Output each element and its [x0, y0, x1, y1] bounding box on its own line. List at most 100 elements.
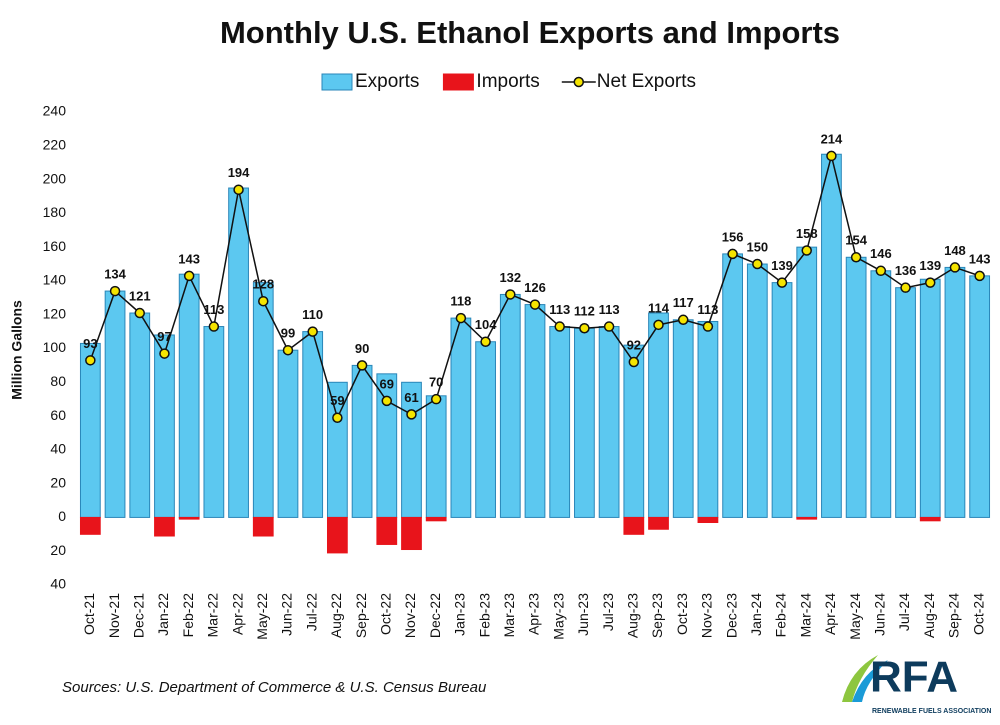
marker [702, 321, 714, 332]
x-tick-label: Mar-23 [501, 593, 517, 638]
marker [85, 355, 96, 366]
marker [924, 277, 936, 288]
y-tick-label: 20 [50, 474, 66, 490]
bar [178, 516, 200, 520]
bar [697, 320, 719, 518]
data-label: 70 [429, 375, 443, 390]
x-tick-label: Oct-21 [81, 593, 97, 635]
bar [252, 516, 274, 537]
source-note: Sources: U.S. Department of Commerce & U… [62, 679, 487, 696]
bar [821, 153, 842, 518]
data-label: 112 [574, 304, 595, 319]
logo-leaf [842, 655, 878, 702]
legend-swatch [573, 76, 585, 88]
y-tick-label: 160 [43, 238, 67, 254]
y-axis-label: Million Gallons [9, 300, 25, 400]
data-label: 113 [599, 302, 620, 317]
bar [919, 516, 941, 522]
marker [826, 150, 837, 162]
data-label: 113 [549, 302, 570, 317]
x-tick-label: Nov-22 [402, 593, 418, 638]
legend-label: Net Exports [597, 71, 696, 92]
bar [623, 516, 645, 535]
x-tick-label: Sep-22 [353, 593, 369, 638]
x-tick-label: May-24 [847, 593, 863, 640]
marker [949, 262, 961, 273]
bar [549, 326, 571, 518]
marker [480, 336, 491, 347]
marker [628, 356, 640, 368]
data-label: 158 [796, 226, 818, 241]
marker [529, 299, 541, 310]
x-tick-label: Jan-22 [155, 593, 171, 636]
bar [746, 263, 768, 518]
x-tick-label: Jan-23 [452, 593, 468, 636]
x-tick-label: Feb-24 [773, 593, 789, 638]
logo-subtitle: RENEWABLE FUELS ASSOCIATION [872, 708, 991, 715]
marker [183, 270, 195, 282]
bar [79, 342, 101, 518]
bar [598, 326, 620, 518]
data-label: 128 [252, 277, 274, 292]
data-label: 59 [330, 393, 344, 408]
y-tick-label: 20 [50, 542, 66, 558]
data-label: 104 [475, 317, 497, 332]
chart-title: Monthly U.S. Ethanol Exports and Imports [220, 15, 840, 50]
data-label: 97 [157, 329, 171, 344]
data-label: 69 [380, 376, 394, 391]
data-label: 132 [499, 270, 521, 285]
bar [499, 293, 521, 518]
marker [258, 295, 269, 307]
x-tick-label: Nov-23 [699, 593, 715, 638]
marker [900, 282, 911, 293]
marker [109, 285, 121, 297]
bar [104, 290, 126, 518]
legend-swatch [321, 73, 353, 91]
bar [302, 331, 324, 518]
data-label: 139 [919, 258, 941, 273]
data-label: 146 [870, 246, 892, 261]
marker [233, 184, 244, 195]
x-tick-label: Oct-23 [674, 593, 690, 635]
x-tick-label: Apr-22 [229, 593, 245, 635]
x-tick-label: Feb-22 [180, 593, 196, 638]
x-tick-label: Feb-23 [476, 593, 492, 638]
bar [376, 373, 398, 518]
x-tick-label: Jun-22 [279, 593, 295, 636]
y-tick-label: 220 [43, 136, 67, 152]
x-tick-label: Oct-22 [377, 593, 393, 635]
x-tick-label: Jun-23 [575, 593, 591, 636]
marker [801, 245, 812, 256]
x-tick-label: Aug-23 [625, 593, 641, 638]
data-label: 156 [722, 229, 744, 244]
x-tick-label: Apr-23 [526, 593, 542, 635]
logo: RFA RENEWABLE FUELS ASSOCIATION [842, 653, 991, 715]
marker [727, 248, 738, 260]
bar [895, 287, 916, 518]
bar [969, 275, 991, 518]
data-label: 99 [281, 326, 295, 341]
x-tick-label: Oct-24 [970, 593, 986, 635]
bar [944, 266, 966, 518]
bar [697, 516, 719, 523]
legend-item: Net Exports [561, 71, 696, 92]
marker [208, 321, 220, 332]
bar [524, 304, 546, 518]
x-tick-label: Dec-23 [723, 593, 739, 638]
data-label: 93 [83, 336, 97, 351]
marker [776, 277, 788, 288]
data-label: 118 [450, 294, 471, 309]
x-tick-label: Jul-24 [896, 593, 912, 631]
data-label: 214 [821, 131, 843, 146]
data-label: 90 [355, 341, 369, 356]
logo-text: RFA [870, 653, 958, 702]
x-tick-label: May-22 [254, 593, 270, 640]
marker [159, 348, 170, 359]
data-label: 113 [203, 302, 224, 317]
bar [277, 349, 299, 518]
y-tick-label: 180 [43, 204, 67, 220]
marker [554, 321, 565, 332]
bar [722, 253, 744, 518]
data-label: 194 [228, 165, 250, 180]
marker [430, 393, 442, 405]
